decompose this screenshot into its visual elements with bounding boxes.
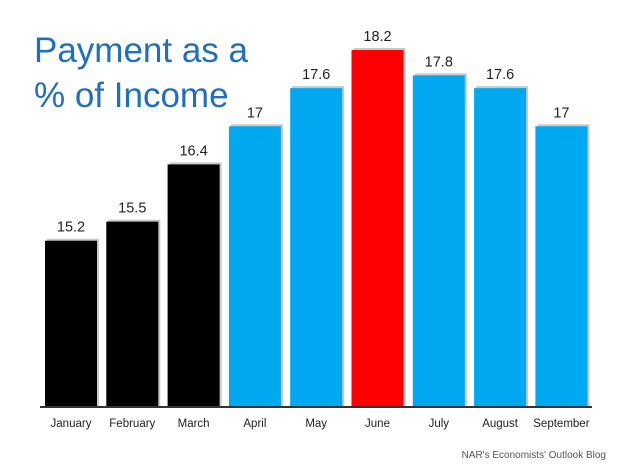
category-label-february: February bbox=[109, 418, 155, 430]
value-label-may: 17.6 bbox=[302, 67, 330, 83]
value-label-march: 16.4 bbox=[179, 143, 207, 159]
category-label-january: January bbox=[51, 418, 92, 430]
category-label-march: March bbox=[178, 418, 210, 430]
bar-march bbox=[167, 164, 220, 406]
chart-title: Payment as a % of Income bbox=[34, 28, 294, 118]
category-label-april: April bbox=[243, 418, 266, 430]
bar-february bbox=[106, 221, 159, 406]
category-label-july: July bbox=[429, 418, 450, 430]
value-label-august: 17.6 bbox=[486, 67, 514, 83]
bar-january bbox=[45, 240, 97, 406]
category-label-september: September bbox=[533, 418, 589, 430]
value-labels-group: 15.2 15.5 16.4 17 17.6 18.2 17.8 17.6 17 bbox=[57, 29, 570, 236]
value-label-april: 17 bbox=[247, 105, 263, 121]
chart-title-line-1: Payment as a bbox=[34, 31, 248, 70]
source-note: NAR's Economists' Outlook Blog bbox=[461, 450, 606, 461]
value-label-september: 17 bbox=[553, 105, 569, 121]
value-label-june: 18.2 bbox=[363, 29, 391, 45]
chart-title-line-2: % of Income bbox=[34, 76, 229, 115]
value-label-january: 15.2 bbox=[57, 220, 85, 236]
value-label-february: 15.5 bbox=[118, 201, 146, 217]
bars-group bbox=[45, 48, 590, 407]
bar-june bbox=[351, 50, 404, 406]
bar-april bbox=[228, 126, 281, 407]
category-labels-group: January February March April May June July Augu… bbox=[51, 418, 590, 430]
bar-august bbox=[474, 88, 527, 407]
bar-may bbox=[290, 88, 343, 407]
category-label-august: August bbox=[482, 418, 519, 430]
bar-september bbox=[535, 126, 588, 407]
value-label-july: 17.8 bbox=[425, 54, 453, 70]
bar-july bbox=[412, 75, 465, 406]
category-label-june: June bbox=[365, 418, 390, 430]
category-label-may: May bbox=[305, 418, 327, 430]
